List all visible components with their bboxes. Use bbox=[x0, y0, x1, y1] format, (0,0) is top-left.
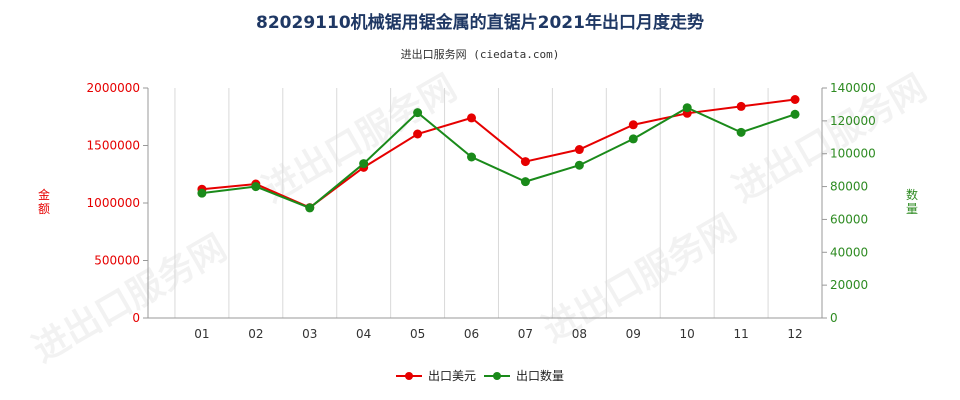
series-line-quantity bbox=[201, 106, 796, 210]
left-tick-label: 1500000 bbox=[87, 139, 140, 153]
left-axis-title: 金额 bbox=[38, 188, 51, 216]
x-tick-label: 09 bbox=[626, 327, 641, 341]
usd-point bbox=[574, 145, 584, 155]
x-tick-label: 11 bbox=[733, 327, 748, 341]
right-tick-label: 120000 bbox=[830, 114, 876, 128]
right-tick-label: 60000 bbox=[830, 212, 868, 226]
x-tick-label: 12 bbox=[787, 327, 802, 341]
legend-dot-quantity bbox=[493, 372, 501, 380]
chart-title: 82029110机械锯用锯金属的直锯片2021年出口月度走势 bbox=[256, 13, 704, 33]
usd-point bbox=[628, 120, 638, 130]
usd-point bbox=[790, 95, 800, 104]
x-tick-label: 01 bbox=[194, 327, 209, 341]
legend-dot-usd bbox=[405, 372, 413, 380]
usd-point bbox=[413, 129, 423, 139]
quantity-point bbox=[251, 182, 261, 192]
x-tick-label: 10 bbox=[680, 327, 695, 341]
quantity-point bbox=[467, 152, 477, 162]
x-tick-label: 07 bbox=[518, 327, 533, 341]
right-tick-label: 140000 bbox=[830, 81, 876, 95]
x-tick-label: 05 bbox=[410, 327, 425, 341]
legend: 出口美元 出口数量 bbox=[0, 367, 960, 385]
right-tick-label: 20000 bbox=[830, 278, 868, 292]
quantity-point bbox=[520, 177, 530, 187]
x-tick-label: 06 bbox=[464, 327, 479, 341]
quantity-point bbox=[359, 159, 369, 169]
usd-point bbox=[520, 157, 530, 167]
left-tick-label: 500000 bbox=[94, 254, 140, 268]
x-tick-label: 03 bbox=[302, 327, 317, 341]
x-tick-label: 02 bbox=[248, 327, 263, 341]
quantity-point bbox=[682, 103, 692, 113]
quantity-point bbox=[574, 160, 584, 170]
right-tick-label: 100000 bbox=[830, 147, 876, 161]
quantity-point bbox=[413, 108, 423, 118]
chart-subtitle: 进出口服务网 (ciedata.com) bbox=[400, 48, 560, 61]
left-tick-label: 0 bbox=[132, 311, 140, 325]
quantity-point bbox=[736, 127, 746, 137]
quantity-point bbox=[197, 188, 207, 198]
x-tick-label: 04 bbox=[356, 327, 371, 341]
quantity-point bbox=[305, 203, 315, 213]
usd-point bbox=[736, 101, 746, 111]
legend-label-quantity: 出口数量 bbox=[516, 369, 565, 383]
legend-label-usd: 出口美元 bbox=[428, 369, 477, 383]
usd-point bbox=[467, 113, 477, 123]
quantity-point bbox=[628, 134, 638, 144]
quantity-point bbox=[790, 109, 800, 119]
x-tick-label: 08 bbox=[572, 327, 587, 341]
right-axis-title: 数量 bbox=[906, 188, 919, 216]
right-tick-label: 80000 bbox=[830, 180, 868, 194]
left-tick-label: 1000000 bbox=[87, 196, 140, 210]
right-tick-label: 0 bbox=[830, 311, 838, 325]
left-tick-label: 2000000 bbox=[87, 81, 140, 95]
right-tick-label: 40000 bbox=[830, 245, 868, 259]
